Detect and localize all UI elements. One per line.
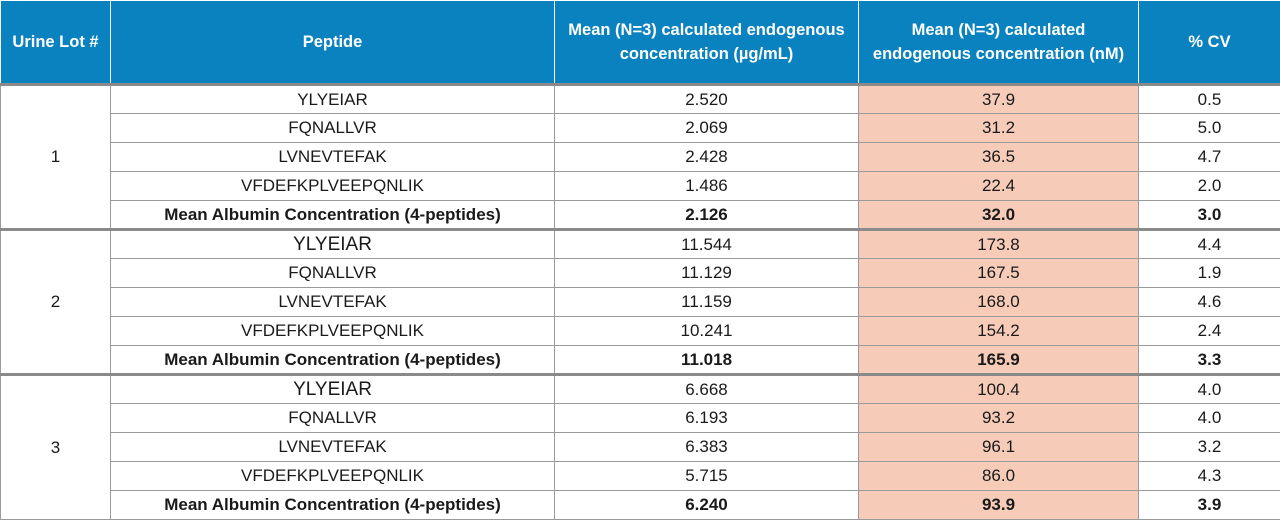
cv-cell: 3.2 (1138, 432, 1280, 462)
table-row: FQNALLVR 6.193 93.2 4.0 (1, 403, 1280, 433)
ugml-cell: 2.069 (554, 113, 859, 143)
table-header: Urine Lot # Peptide Mean (N=3) calculate… (0, 0, 1280, 85)
lot-number: 2 (0, 228, 111, 375)
mean-ugml-cell: 11.018 (554, 345, 859, 375)
cv-cell: 0.5 (1138, 83, 1280, 114)
peptide-cell: LVNEVTEFAK (110, 432, 555, 462)
peptide-cell: LVNEVTEFAK (110, 142, 555, 172)
nm-cell: 22.4 (858, 171, 1139, 201)
nm-cell: 173.8 (858, 228, 1139, 259)
table-row: LVNEVTEFAK 2.428 36.5 4.7 (1, 142, 1280, 172)
header-cv: % CV (1138, 0, 1280, 85)
nm-cell: 37.9 (858, 83, 1139, 114)
mean-row: Mean Albumin Concentration (4-peptides) … (1, 490, 1280, 520)
peptide-cell: VFDEFKPLVEEPQNLIK (110, 461, 555, 491)
table-row: VFDEFKPLVEEPQNLIK 1.486 22.4 2.0 (1, 171, 1280, 201)
ugml-cell: 11.544 (554, 228, 859, 259)
table-row: 1 YLYEIAR 2.520 37.9 0.5 (0, 83, 1280, 230)
ugml-cell: 10.241 (554, 316, 859, 346)
cv-cell: 4.3 (1138, 461, 1280, 491)
mean-label-cell: Mean Albumin Concentration (4-peptides) (110, 345, 555, 375)
ugml-cell: 11.159 (554, 287, 859, 317)
mean-nm-cell: 165.9 (858, 345, 1139, 375)
peptide-cell: LVNEVTEFAK (110, 287, 555, 317)
mean-row: Mean Albumin Concentration (4-peptides) … (1, 200, 1280, 230)
mean-row: Mean Albumin Concentration (4-peptides) … (1, 345, 1280, 375)
mean-ugml-cell: 6.240 (554, 490, 859, 520)
table-row: FQNALLVR 2.069 31.2 5.0 (1, 113, 1280, 143)
ugml-cell: 5.715 (554, 461, 859, 491)
peptide-cell: YLYEIAR (110, 373, 555, 404)
ugml-cell: 2.428 (554, 142, 859, 172)
lot-number: 1 (0, 83, 111, 230)
mean-label-cell: Mean Albumin Concentration (4-peptides) (110, 200, 555, 230)
ugml-cell: 6.383 (554, 432, 859, 462)
nm-cell: 96.1 (858, 432, 1139, 462)
mean-nm-cell: 32.0 (858, 200, 1139, 230)
nm-cell: 167.5 (858, 258, 1139, 288)
mean-cv-cell: 3.0 (1138, 200, 1280, 230)
peptide-cell: VFDEFKPLVEEPQNLIK (110, 316, 555, 346)
mean-cv-cell: 3.3 (1138, 345, 1280, 375)
nm-cell: 86.0 (858, 461, 1139, 491)
table-row: FQNALLVR 11.129 167.5 1.9 (1, 258, 1280, 288)
nm-cell: 154.2 (858, 316, 1139, 346)
cv-cell: 4.7 (1138, 142, 1280, 172)
table-row: LVNEVTEFAK 6.383 96.1 3.2 (1, 432, 1280, 462)
nm-cell: 36.5 (858, 142, 1139, 172)
cv-cell: 4.4 (1138, 228, 1280, 259)
header-row: Urine Lot # Peptide Mean (N=3) calculate… (0, 0, 1280, 85)
header-peptide: Peptide (110, 0, 555, 85)
cv-cell: 2.0 (1138, 171, 1280, 201)
cv-cell: 1.9 (1138, 258, 1280, 288)
ugml-cell: 1.486 (554, 171, 859, 201)
table-body: 1 YLYEIAR 2.520 37.9 0.5 FQNALLVR 2.069 … (0, 83, 1280, 520)
ugml-cell: 6.668 (554, 373, 859, 404)
mean-cv-cell: 3.9 (1138, 490, 1280, 520)
header-mean-ugml: Mean (N=3) calculated endogenous concent… (554, 0, 859, 85)
ugml-cell: 6.193 (554, 403, 859, 433)
nm-cell: 100.4 (858, 373, 1139, 404)
peptide-cell: FQNALLVR (110, 403, 555, 433)
peptide-cell: FQNALLVR (110, 113, 555, 143)
table-row: 3 YLYEIAR 6.668 100.4 4.0 (0, 373, 1280, 520)
cv-cell: 5.0 (1138, 113, 1280, 143)
table-row: 2 YLYEIAR 11.544 173.8 4.4 (0, 228, 1280, 375)
mean-nm-cell: 93.9 (858, 490, 1139, 520)
peptide-cell: FQNALLVR (110, 258, 555, 288)
table-row: LVNEVTEFAK 11.159 168.0 4.6 (1, 287, 1280, 317)
nm-cell: 168.0 (858, 287, 1139, 317)
table-row: VFDEFKPLVEEPQNLIK 5.715 86.0 4.3 (1, 461, 1280, 491)
ugml-cell: 11.129 (554, 258, 859, 288)
peptide-cell: YLYEIAR (110, 228, 555, 259)
lot-number: 3 (0, 373, 111, 520)
cv-cell: 4.0 (1138, 373, 1280, 404)
cv-cell: 2.4 (1138, 316, 1280, 346)
header-mean-nm: Mean (N=3) calculated endogenous concent… (858, 0, 1139, 85)
mean-ugml-cell: 2.126 (554, 200, 859, 230)
peptide-cell: YLYEIAR (110, 83, 555, 114)
header-lot: Urine Lot # (0, 0, 111, 85)
nm-cell: 31.2 (858, 113, 1139, 143)
mean-label-cell: Mean Albumin Concentration (4-peptides) (110, 490, 555, 520)
peptide-cell: VFDEFKPLVEEPQNLIK (110, 171, 555, 201)
ugml-cell: 2.520 (554, 83, 859, 114)
nm-cell: 93.2 (858, 403, 1139, 433)
cv-cell: 4.0 (1138, 403, 1280, 433)
cv-cell: 4.6 (1138, 287, 1280, 317)
table-row: VFDEFKPLVEEPQNLIK 10.241 154.2 2.4 (1, 316, 1280, 346)
